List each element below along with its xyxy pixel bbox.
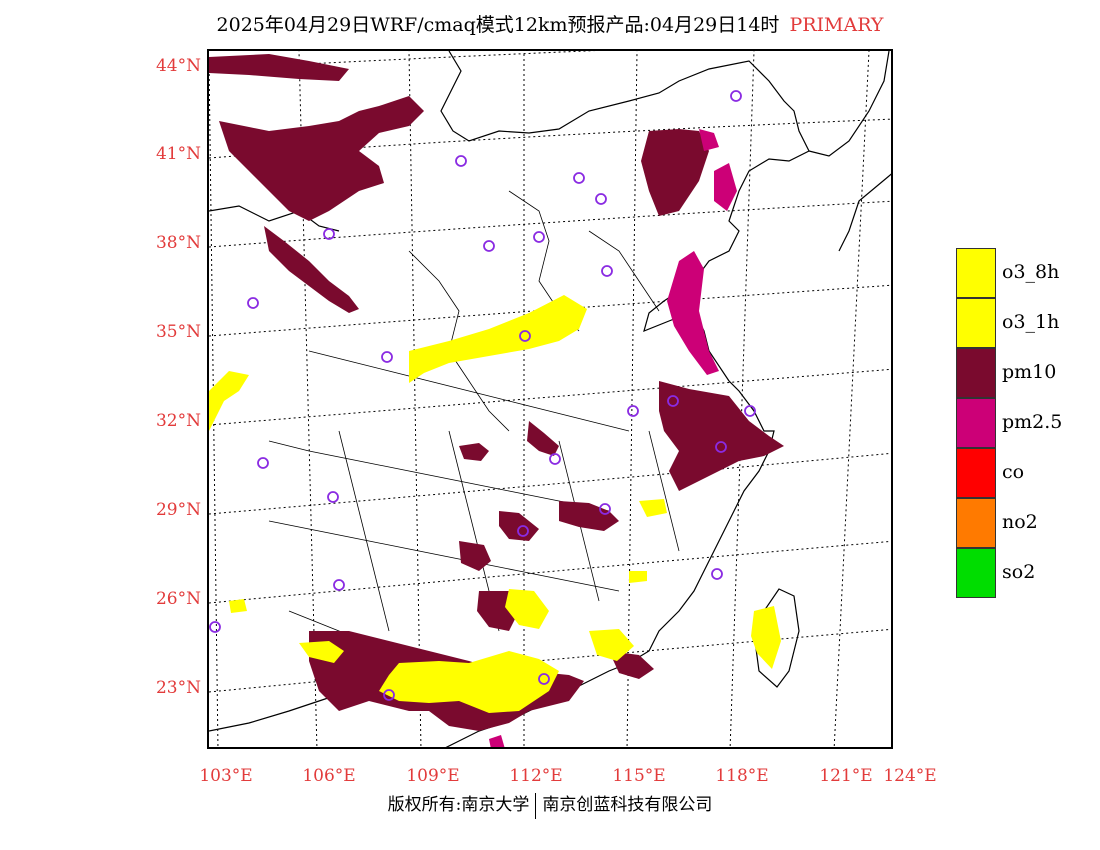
station-marker [209,621,221,633]
station-marker [333,579,345,591]
station-marker [538,673,550,685]
legend-swatch [956,298,996,348]
station-marker [601,265,613,277]
station-marker [323,228,335,240]
legend-label: no2 [1002,511,1038,533]
lon-label-109: 109°E [406,766,460,786]
lat-label-35: 35°N [155,322,201,342]
station-marker [595,193,607,205]
pm10-areas [209,54,784,731]
lat-label-29: 29°N [155,500,201,520]
lon-label-118: 118°E [715,766,769,786]
legend-label: pm2.5 [1002,411,1063,433]
station-marker [247,297,259,309]
station-marker [533,231,545,243]
copyright-right: 南京创蓝科技有限公司 [542,795,713,815]
lat-label-41: 41°N [155,144,201,164]
copyright-footer: 版权所有:南京大学 南京创蓝科技有限公司 [0,790,1100,819]
o3-areas [209,295,781,713]
station-marker [381,351,393,363]
title-main: 2025年04月29日WRF/cmaq模式12km预报产品:04月29日14时 [216,14,780,36]
legend-label: pm10 [1002,361,1057,383]
title-primary-tag: PRIMARY [789,14,884,36]
lon-label-112: 112°E [509,766,563,786]
legend-label: o3_8h [1002,261,1060,283]
lat-label-26: 26°N [155,589,201,609]
station-marker [383,689,395,701]
lon-label-106: 106°E [302,766,356,786]
station-marker [715,441,727,453]
legend-label: so2 [1002,561,1036,583]
map-canvas [209,51,891,747]
station-marker [549,453,561,465]
footer-divider [535,792,537,819]
legend-swatch [956,398,996,448]
station-marker [327,491,339,503]
lon-label-103: 103°E [199,766,253,786]
province-boundaries [268,190,680,692]
station-marker [257,457,269,469]
lon-label-124: 124°E [883,766,937,786]
station-marker [599,503,611,515]
lat-label-44: 44°N [155,56,201,76]
lat-label-23: 23°N [155,678,201,698]
legend-swatch [956,498,996,548]
copyright-left: 版权所有:南京大学 [387,795,530,815]
station-marker [573,172,585,184]
lon-label-115: 115°E [612,766,666,786]
station-marker [483,240,495,252]
legend-label: o3_1h [1002,311,1060,333]
legend-swatch [956,448,996,498]
map-title: 2025年04月29日WRF/cmaq模式12km预报产品:04月29日14时 P… [0,10,1100,37]
station-marker [711,568,723,580]
lon-label-121: 121°E [819,766,873,786]
station-marker [517,525,529,537]
legend-swatch [956,548,996,598]
legend-swatch [956,348,996,398]
station-marker [744,405,756,417]
lat-label-32: 32°N [155,411,201,431]
station-marker [730,90,742,102]
station-marker [667,395,679,407]
forecast-map [207,49,893,749]
station-marker [627,405,639,417]
lat-label-38: 38°N [155,233,201,253]
station-markers [209,90,756,701]
legend-label: co [1002,461,1025,483]
pm25-areas [489,129,737,747]
station-marker [455,155,467,167]
station-marker [519,330,531,342]
legend-swatch [956,248,996,298]
